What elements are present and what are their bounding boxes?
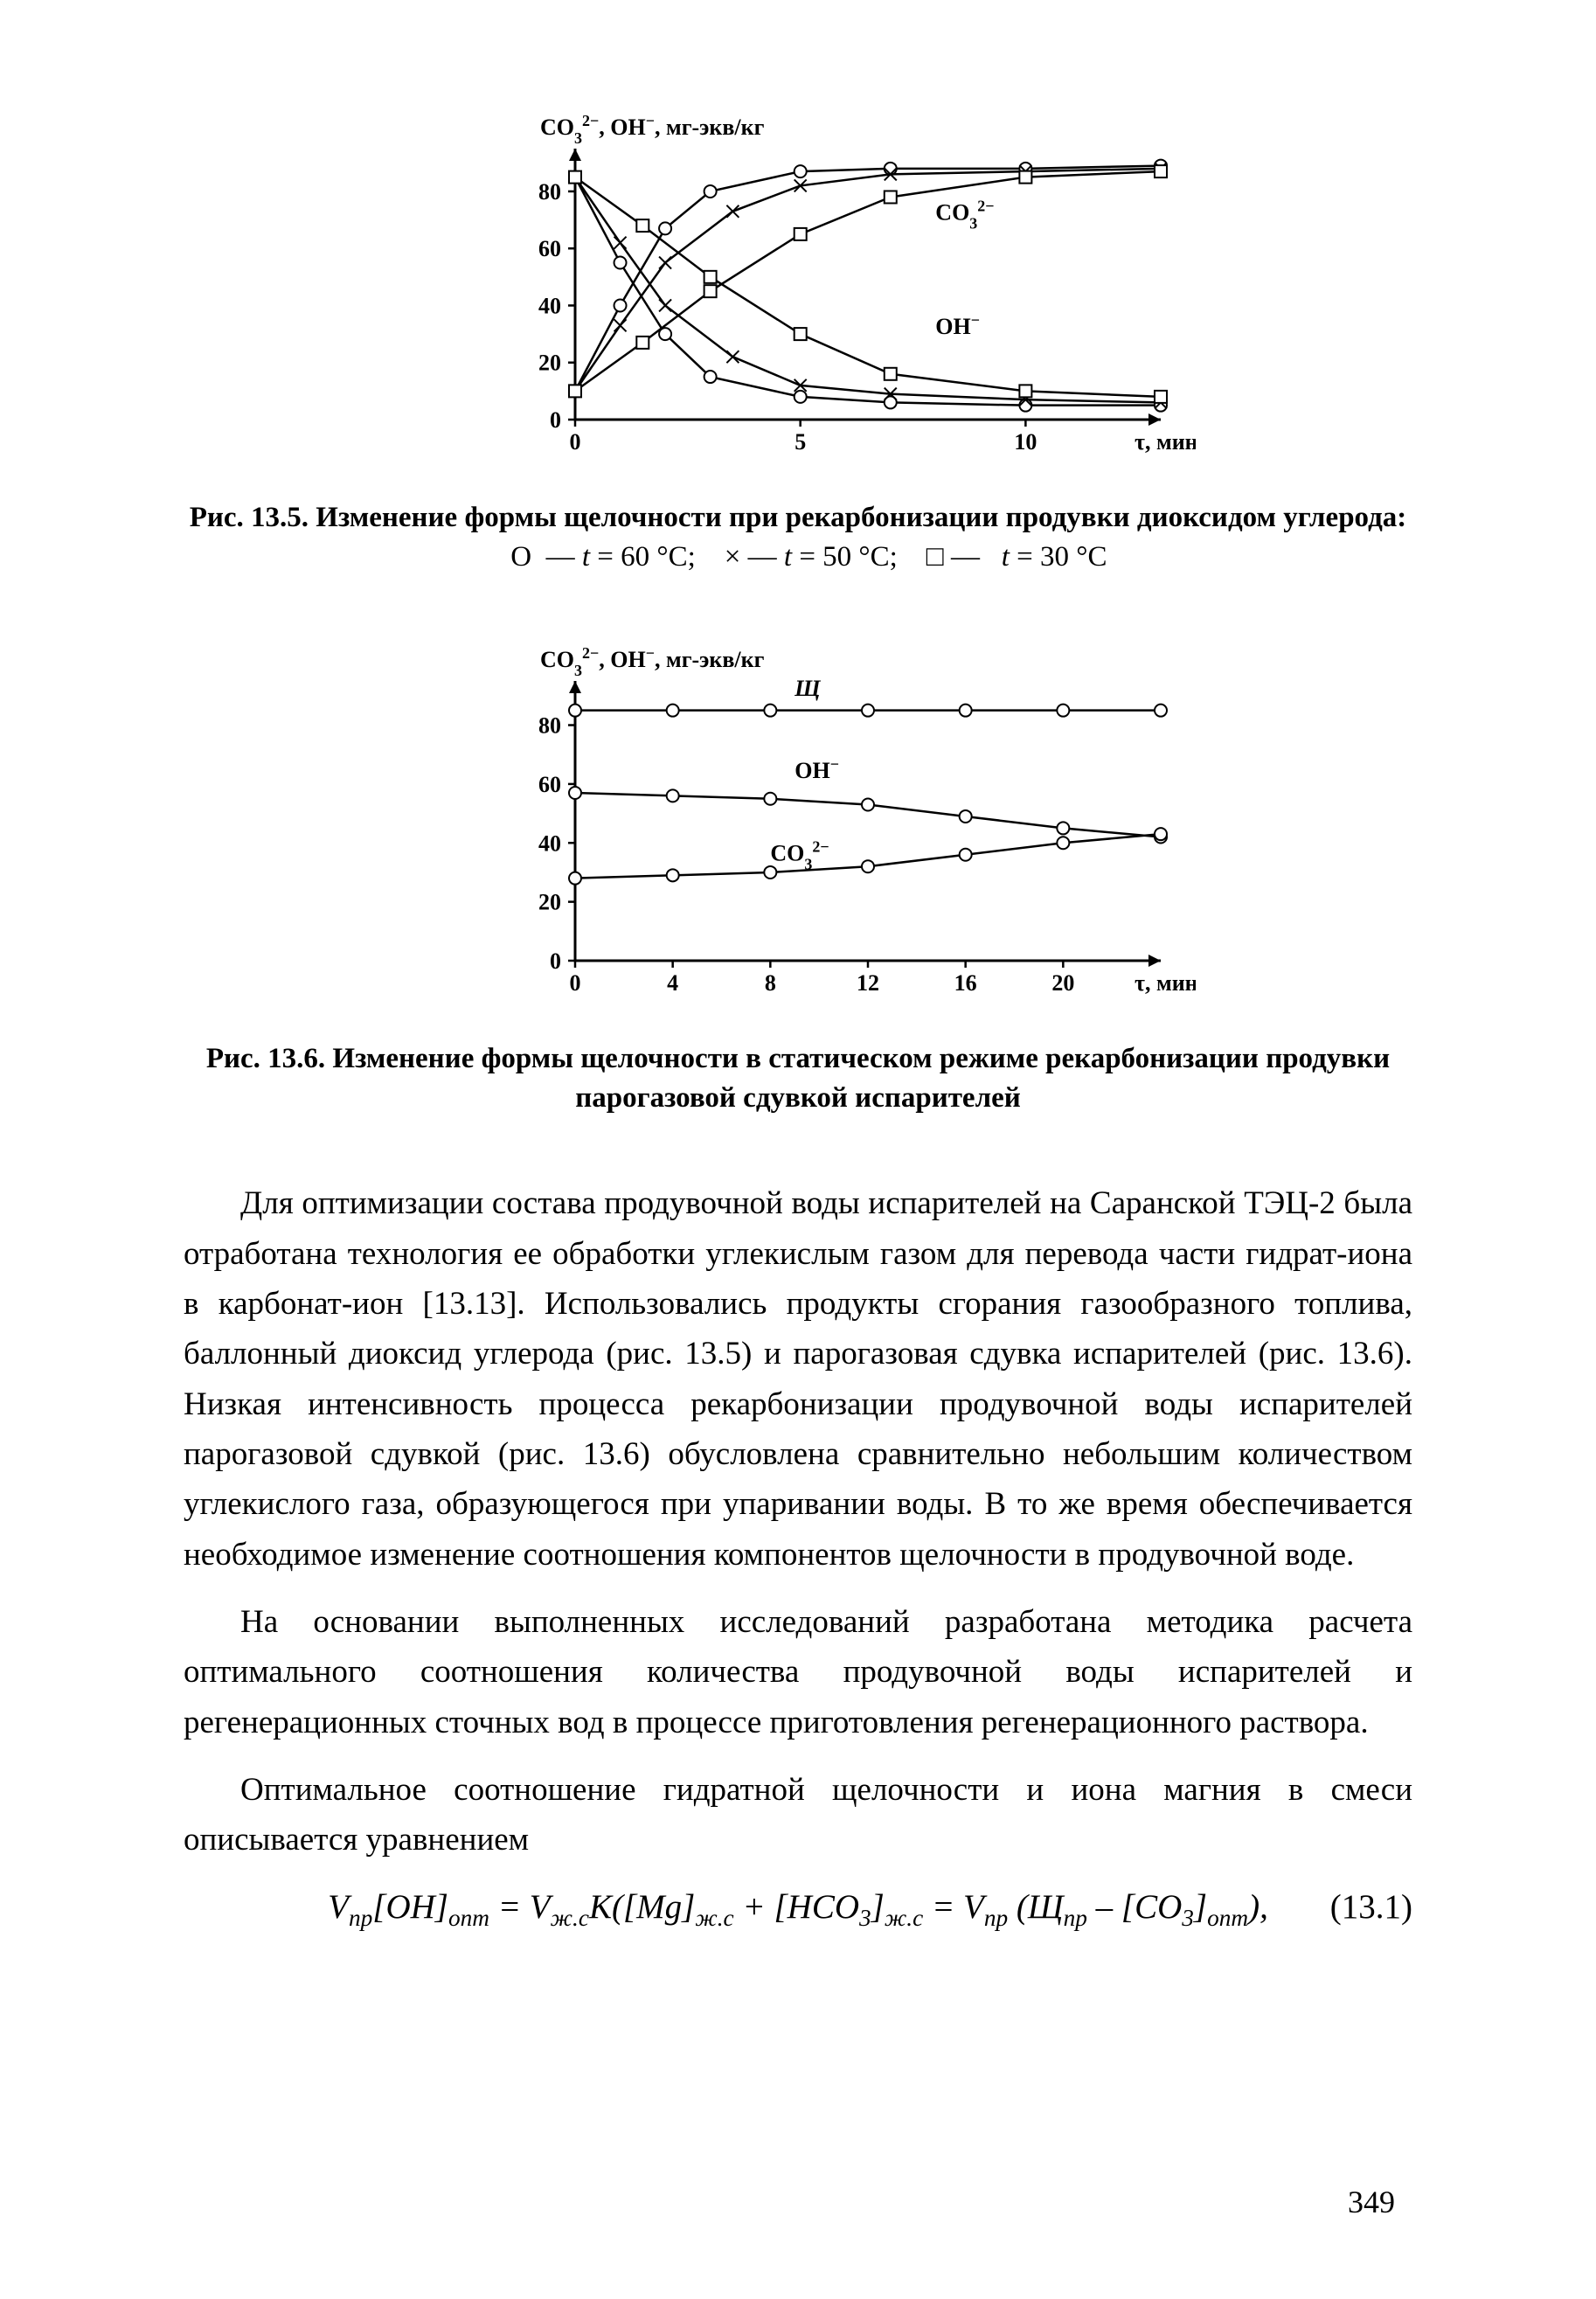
svg-text:80: 80 [538, 179, 561, 205]
svg-text:CO32−: CO32− [935, 198, 994, 233]
svg-text:4: 4 [667, 970, 678, 996]
svg-text:16: 16 [954, 970, 977, 996]
svg-text:СО32−, ОН−, мг-экв/кг: СО32−, ОН−, мг-экв/кг [540, 112, 765, 147]
svg-text:τ, мин: τ, мин [1135, 429, 1196, 455]
caption-legend: О — t = 60 °С; × — t = 50 °С; □ — t = 30… [489, 541, 1107, 573]
caption-bold: Рис. 13.6. Изменение формы щелочности в … [206, 1043, 1390, 1114]
svg-text:80: 80 [538, 713, 561, 739]
svg-text:0: 0 [550, 407, 561, 433]
svg-text:Щ: Щ [794, 676, 821, 701]
svg-text:40: 40 [538, 293, 561, 318]
paragraph-2: На основании выполненных исследований ра… [184, 1597, 1412, 1747]
svg-text:τ, мин: τ, мин [1135, 970, 1196, 996]
caption-bold: Рис. 13.5. Изменение формы щелочности пр… [190, 502, 1407, 533]
svg-text:12: 12 [857, 970, 879, 996]
figure-13-6-chart: 0 20 40 60 80 0 4 8 12 16 20 СО32−, ОН−, мг-экв/кг τ… [184, 637, 1412, 1013]
svg-text:10: 10 [1014, 429, 1037, 455]
svg-text:20: 20 [538, 890, 561, 915]
equation-number: (13.1) [1330, 1887, 1412, 1927]
svg-text:0: 0 [550, 948, 561, 974]
svg-text:0: 0 [570, 970, 581, 996]
equation-13-1: Vпр[OH]опт = Vж.сK([Mg]ж.с + [HCO3]ж.с =… [184, 1887, 1412, 1932]
svg-text:CO32−: CO32− [770, 838, 829, 873]
paragraph-3: Оптимальное соотношение гидратной щелочн… [184, 1765, 1412, 1865]
svg-text:60: 60 [538, 236, 561, 261]
svg-text:5: 5 [795, 429, 806, 455]
figure-13-6-caption: Рис. 13.6. Изменение формы щелочности в … [184, 1039, 1412, 1117]
svg-text:OH−: OH− [935, 311, 980, 339]
svg-text:СО32−, ОН−, мг-экв/кг: СО32−, ОН−, мг-экв/кг [540, 644, 765, 679]
svg-text:60: 60 [538, 772, 561, 797]
svg-text:0: 0 [570, 429, 581, 455]
svg-text:8: 8 [765, 970, 776, 996]
figure-13-5-caption: Рис. 13.5. Изменение формы щелочности пр… [184, 498, 1412, 576]
svg-text:OH−: OH− [795, 755, 839, 783]
figure-13-5-chart: 0 20 40 60 80 0 5 10 СО32−, ОН−, мг-экв/кг τ, мин… [184, 105, 1412, 472]
svg-text:20: 20 [1051, 970, 1074, 996]
paragraph-1: Для оптимизации состава продувочной воды… [184, 1178, 1412, 1580]
equation-body: Vпр[OH]опт = Vж.сK([Mg]ж.с + [HCO3]ж.с =… [328, 1888, 1268, 1926]
page-number: 349 [1348, 2184, 1395, 2220]
svg-text:40: 40 [538, 830, 561, 856]
svg-text:20: 20 [538, 351, 561, 376]
